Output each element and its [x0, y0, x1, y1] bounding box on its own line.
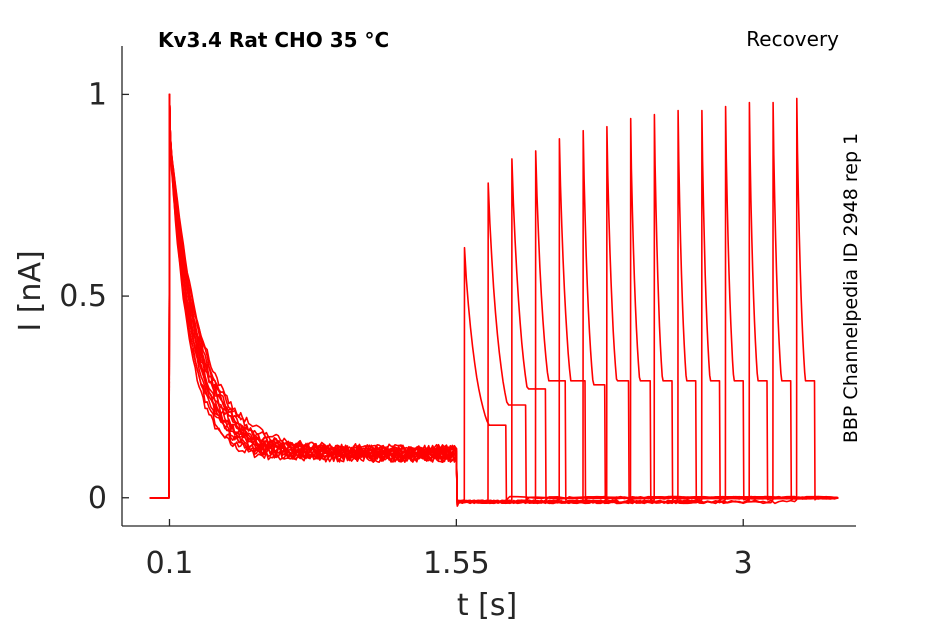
sweep-trace	[149, 93, 839, 507]
axes	[121, 46, 856, 527]
x-tick-label: 0.1	[146, 546, 194, 581]
y-tick-label: 0.5	[59, 279, 107, 314]
y-tick-label: 1	[88, 77, 107, 112]
tick-labels: 0.1 1.55 3 0 0.5 1	[59, 77, 752, 581]
sweep-trace	[149, 93, 839, 507]
chart-title: Kv3.4 Rat CHO 35 °C	[158, 28, 389, 52]
y-axis-label: I [nA]	[13, 250, 48, 331]
x-tick-label: 1.55	[423, 546, 490, 581]
x-tick-label: 3	[734, 546, 753, 581]
dataset-id-label: BBP Channelpedia ID 2948 rep 1	[840, 133, 862, 443]
x-axis-label: t [s]	[457, 588, 517, 623]
y-tick-label: 0	[88, 481, 107, 516]
protocol-label: Recovery	[746, 27, 839, 51]
current-traces	[149, 93, 839, 507]
